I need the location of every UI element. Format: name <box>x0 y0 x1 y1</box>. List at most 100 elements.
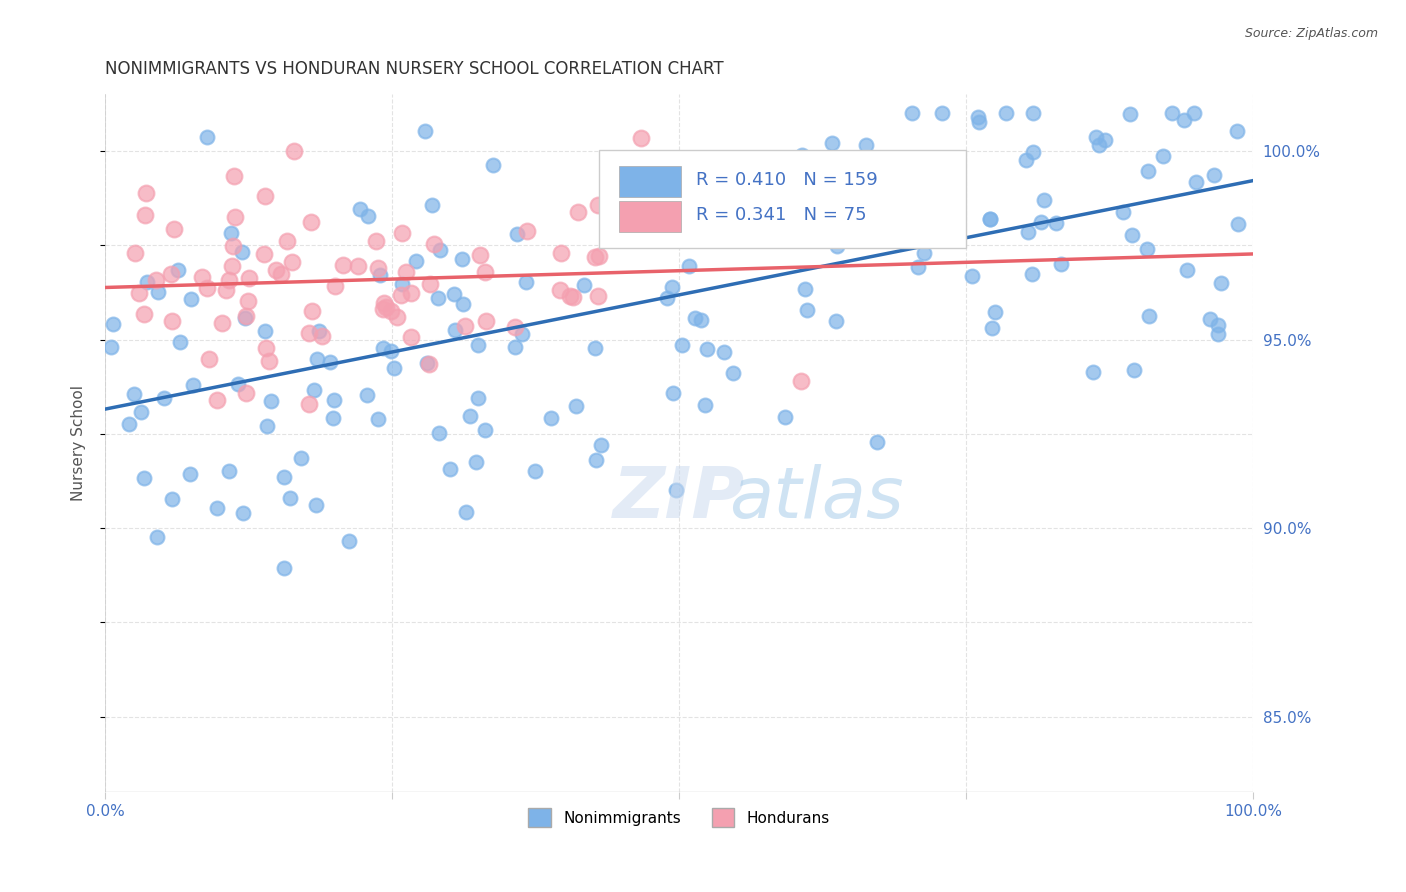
Point <box>548 284 571 298</box>
Point <box>439 462 461 476</box>
Point <box>276 234 298 248</box>
Point <box>218 272 240 286</box>
Point <box>901 106 924 120</box>
Point <box>356 209 378 223</box>
Point <box>678 259 700 273</box>
Point <box>135 186 157 200</box>
Point <box>283 144 305 158</box>
Point <box>368 268 391 282</box>
Point <box>1137 309 1160 323</box>
Point <box>583 250 606 264</box>
Point <box>1226 217 1249 231</box>
Point <box>297 326 319 340</box>
Point <box>129 404 152 418</box>
Point <box>1185 175 1208 189</box>
Point <box>349 202 371 216</box>
Point <box>934 158 956 172</box>
Point <box>1112 205 1135 219</box>
Point <box>205 500 228 515</box>
Point <box>416 356 439 370</box>
Point <box>180 293 202 307</box>
Point <box>515 276 537 290</box>
Point <box>308 324 330 338</box>
Point <box>371 301 394 316</box>
Point <box>346 259 368 273</box>
Point <box>636 219 658 233</box>
Point <box>273 561 295 575</box>
Point <box>117 417 139 431</box>
Point <box>134 471 156 485</box>
Point <box>630 131 652 145</box>
Point <box>1202 168 1225 182</box>
Point <box>367 412 389 426</box>
Point <box>270 267 292 281</box>
Point <box>179 467 201 482</box>
Point <box>405 254 427 268</box>
Point <box>1045 217 1067 231</box>
Point <box>429 244 451 258</box>
Point <box>391 226 413 240</box>
Point <box>443 322 465 336</box>
Point <box>298 397 321 411</box>
Point <box>146 530 169 544</box>
Point <box>1021 106 1043 120</box>
Point <box>467 337 489 351</box>
Point <box>865 434 887 449</box>
Point <box>399 286 422 301</box>
Point <box>792 148 814 162</box>
Point <box>374 300 396 314</box>
Point <box>783 222 806 236</box>
Point <box>1017 225 1039 239</box>
Point <box>124 245 146 260</box>
Point <box>233 311 256 326</box>
Point <box>319 355 342 369</box>
Point <box>451 252 474 267</box>
Point <box>273 470 295 484</box>
Point <box>301 304 323 318</box>
Point <box>1209 276 1232 290</box>
Point <box>422 237 444 252</box>
Point <box>661 279 683 293</box>
Point <box>399 330 422 344</box>
Point <box>207 393 229 408</box>
Point <box>662 385 685 400</box>
Point <box>617 176 640 190</box>
Point <box>1208 327 1230 342</box>
Point <box>773 409 796 424</box>
Point <box>260 394 283 409</box>
Point <box>467 392 489 406</box>
Point <box>1177 263 1199 277</box>
Point <box>1121 228 1143 243</box>
Point <box>717 215 740 229</box>
Point <box>1021 267 1043 281</box>
Point <box>427 425 450 440</box>
Point <box>167 263 190 277</box>
Point <box>371 341 394 355</box>
Point <box>1081 365 1104 379</box>
Point <box>443 286 465 301</box>
Point <box>145 273 167 287</box>
Point <box>907 260 929 275</box>
Point <box>256 418 278 433</box>
Point <box>382 360 405 375</box>
Point <box>163 222 186 236</box>
Point <box>136 275 159 289</box>
Point <box>134 208 156 222</box>
Point <box>322 411 344 425</box>
Point <box>512 327 534 342</box>
Point <box>160 492 183 507</box>
Point <box>253 247 276 261</box>
Point <box>1206 318 1229 332</box>
Point <box>191 269 214 284</box>
Point <box>912 245 935 260</box>
Point <box>332 258 354 272</box>
Point <box>385 310 408 324</box>
Point <box>419 277 441 291</box>
Point <box>572 277 595 292</box>
Point <box>257 354 280 368</box>
Point <box>254 189 277 203</box>
FancyBboxPatch shape <box>619 202 682 232</box>
Point <box>599 183 621 197</box>
Text: atlas: atlas <box>730 465 904 533</box>
Point <box>540 410 562 425</box>
